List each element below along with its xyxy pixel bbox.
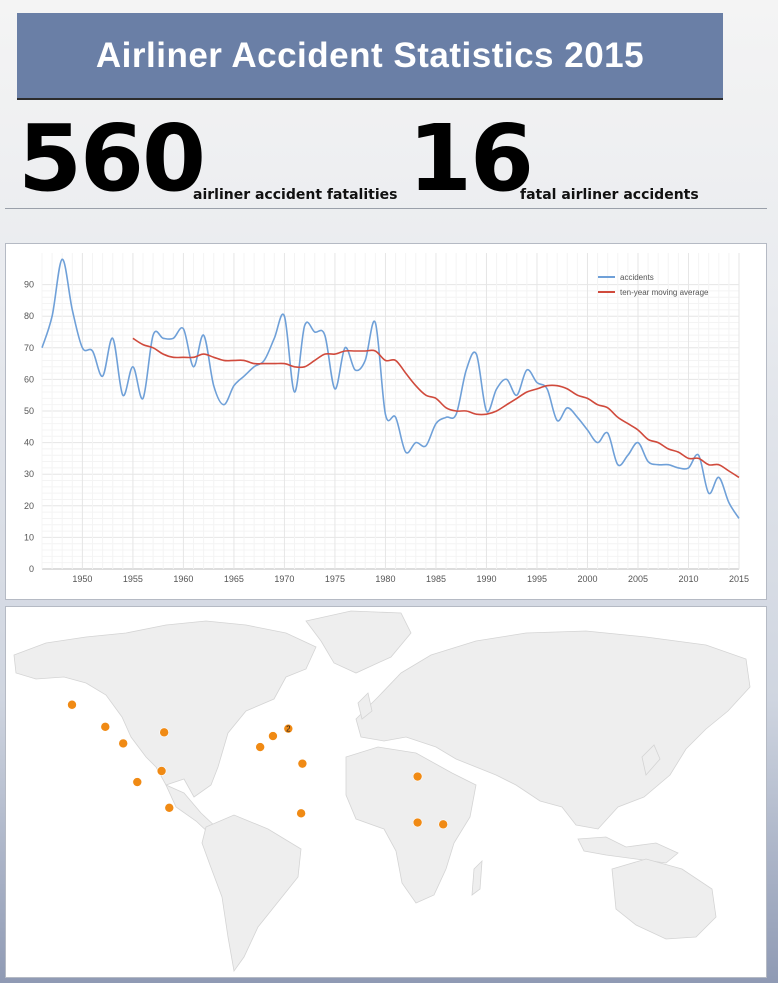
chart-grid [41, 253, 740, 570]
accident-line-chart: 0 10 20 30 40 50 60 70 80 90 1950 1955 1960 1965 1970 1… [5, 243, 767, 600]
y-tick-label: 10 [24, 532, 34, 542]
accident-marker [164, 803, 175, 813]
accidents-label: fatal airliner accidents [520, 187, 699, 203]
x-tick-label: 1975 [325, 574, 345, 584]
x-tick-label: 2010 [678, 574, 698, 584]
accident-marker [67, 699, 77, 710]
land-japan [641, 744, 661, 776]
y-tick-label: 80 [24, 311, 34, 321]
accident-marker [100, 722, 111, 732]
marker-dot [118, 738, 128, 749]
accidents-count: 16 [408, 105, 534, 212]
marker-dot [438, 819, 449, 830]
accident-marker [255, 742, 265, 752]
y-tick-label: 0 [29, 564, 34, 574]
marker-dot [255, 742, 265, 752]
y-tick-label: 40 [24, 438, 34, 448]
y-tick-label: 30 [24, 469, 34, 479]
divider [5, 208, 767, 209]
marker-dot [156, 766, 167, 776]
land-indonesia [577, 836, 679, 864]
marker-dot [67, 699, 77, 710]
land-uk [357, 692, 373, 720]
x-tick-label: 2005 [628, 574, 648, 584]
accident-marker: 2 [283, 723, 294, 734]
chart-legend: accidents ten-year moving average [598, 273, 709, 297]
x-tick-label: 1985 [426, 574, 446, 584]
marker-dot [412, 771, 423, 782]
marker-dot [159, 727, 169, 738]
accident-marker [438, 819, 449, 830]
legend-label: ten-year moving average [620, 288, 709, 297]
marker-dot [132, 777, 143, 787]
x-tick-label: 1995 [527, 574, 547, 584]
y-tick-label: 20 [24, 501, 34, 511]
x-tick-label: 2015 [729, 574, 749, 584]
accident-marker [159, 727, 169, 738]
marker-dot [296, 808, 306, 819]
fatalities-count: 560 [18, 105, 206, 212]
accident-marker [156, 766, 167, 776]
marker-dot [283, 723, 294, 734]
x-tick-label: 1980 [375, 574, 395, 584]
series-line-ten-year-moving-average [132, 337, 740, 479]
x-tick-label: 2000 [577, 574, 597, 584]
marker-dot [297, 758, 308, 769]
land-eurasia [355, 630, 751, 830]
x-tick-label: 1960 [173, 574, 193, 584]
accident-marker [132, 777, 143, 787]
marker-count-label: 2 [286, 725, 291, 734]
accident-marker [412, 817, 423, 828]
accident-marker [118, 738, 128, 749]
land-africa [345, 746, 477, 904]
page-banner: Airliner Accident Statistics 2015 [17, 13, 723, 100]
y-tick-label: 60 [24, 374, 34, 384]
accident-marker [297, 758, 308, 769]
y-tick-label: 50 [24, 406, 34, 416]
x-tick-label: 1970 [274, 574, 294, 584]
map-land [13, 610, 751, 973]
map-canvas: 2 [13, 610, 751, 973]
marker-dot [412, 817, 423, 828]
x-tick-label: 1955 [123, 574, 143, 584]
marker-dot [100, 722, 111, 732]
land-north-america [13, 620, 317, 798]
accident-marker [412, 771, 423, 782]
series-line-accidents [41, 258, 740, 519]
page-title: Airliner Accident Statistics 2015 [95, 35, 645, 75]
y-tick-label: 70 [24, 343, 34, 353]
legend-label: accidents [620, 273, 654, 282]
chart-axis-labels: 0 10 20 30 40 50 60 70 80 90 1950 1955 1960 1965 1970 1… [24, 280, 749, 584]
fatalities-label: airliner accident fatalities [193, 187, 398, 203]
land-madagascar [471, 859, 483, 896]
y-tick-label: 90 [24, 280, 34, 290]
accident-world-map: 2 [5, 606, 767, 978]
accident-marker [296, 808, 306, 819]
land-greenland [305, 610, 412, 674]
chart-canvas: 0 10 20 30 40 50 60 70 80 90 1950 1955 1960 1965 1970 1… [24, 253, 749, 584]
chart-series [41, 258, 740, 519]
land-australia [611, 858, 717, 940]
marker-dot [164, 803, 175, 813]
x-tick-label: 1965 [224, 574, 244, 584]
map-markers: 2 [67, 699, 449, 830]
marker-dot [268, 731, 278, 741]
land-south-america [201, 814, 302, 973]
accident-marker [268, 731, 278, 741]
x-tick-label: 1990 [476, 574, 496, 584]
x-tick-label: 1950 [72, 574, 92, 584]
